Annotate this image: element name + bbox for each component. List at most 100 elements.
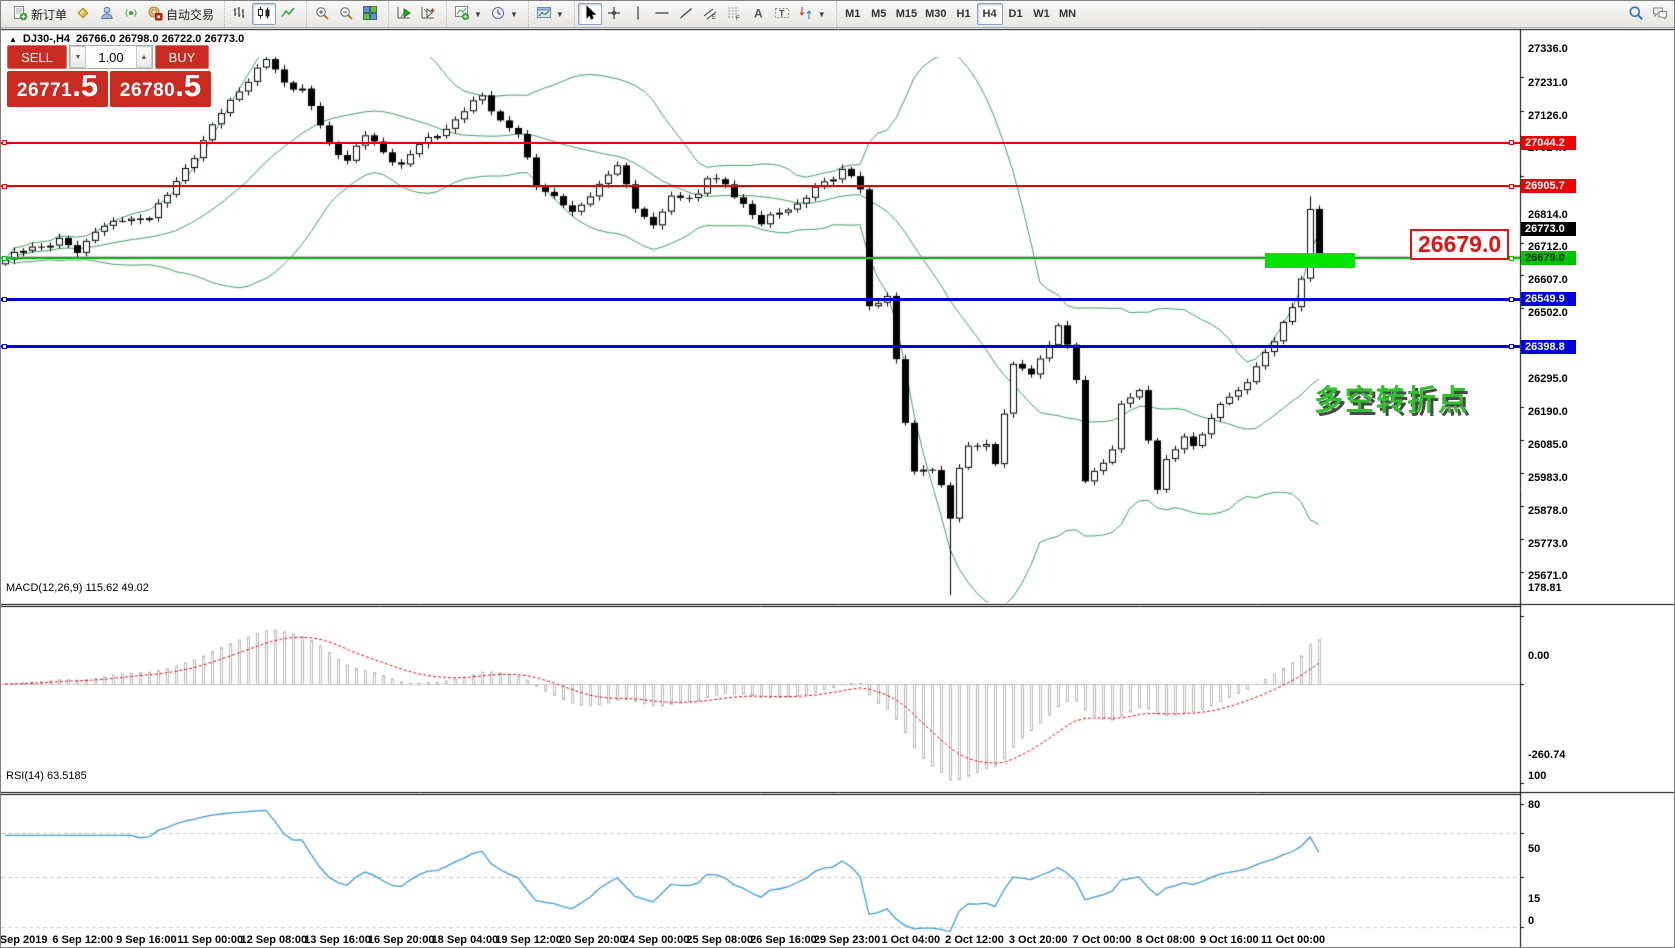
text-icon: A bbox=[750, 5, 766, 24]
price-axis-tick: 25983.0 bbox=[1528, 471, 1568, 484]
price-level-badge: 27044.2 bbox=[1521, 135, 1576, 150]
auto-scroll-icon bbox=[396, 5, 412, 24]
fibonacci-button[interactable]: F bbox=[722, 3, 746, 25]
toolbar-group: ▼ ▼ bbox=[446, 1, 525, 27]
bar-chart-icon bbox=[232, 5, 248, 24]
auto-scroll-button[interactable] bbox=[392, 3, 416, 25]
tile-windows-button[interactable] bbox=[358, 3, 382, 25]
time-axis-label: 25 Sep 08:00 bbox=[686, 934, 754, 946]
search-button[interactable] bbox=[1624, 3, 1648, 25]
toolbar-group bbox=[306, 1, 385, 27]
macd-axis-tick: -260.74 bbox=[1528, 749, 1566, 762]
line-anchor-marker bbox=[1509, 183, 1514, 189]
cursor-button[interactable] bbox=[577, 3, 602, 25]
zoom-out-button[interactable] bbox=[334, 3, 358, 25]
styler-button[interactable] bbox=[71, 3, 95, 25]
templates-button[interactable]: ▼ bbox=[532, 3, 568, 25]
line-chart-icon bbox=[280, 5, 296, 24]
vline-button[interactable] bbox=[626, 3, 650, 25]
time-axis-label: 24 Sep 00:00 bbox=[622, 934, 690, 946]
tile-windows-icon bbox=[362, 5, 378, 24]
time-axis-label: 16 Sep 20:00 bbox=[367, 934, 435, 946]
zoom-in-button[interactable] bbox=[310, 3, 334, 25]
horizontal-line-object-resistance[interactable] bbox=[1, 141, 1520, 144]
timeframe-m30-button[interactable]: M30 bbox=[921, 3, 950, 25]
volume-up-button[interactable]: ▲ bbox=[136, 46, 152, 68]
indicators-button[interactable]: ▼ bbox=[450, 3, 486, 25]
horizontal-line-object-pivot[interactable] bbox=[1, 257, 1520, 260]
signals-button[interactable] bbox=[119, 3, 143, 25]
chevron-down-icon: ▼ bbox=[817, 9, 826, 19]
text-label-icon: T bbox=[774, 5, 790, 24]
toolbar: 新订单 自动交易 ▼ ▼ ▼ E F A T ▼ M1 M5 M15 M30 H1 H4 D1 W1 MN bbox=[1, 1, 1674, 28]
chinese-annotation-text[interactable]: 多空转折点 bbox=[1314, 385, 1470, 417]
hline-button[interactable] bbox=[650, 3, 674, 25]
timeframe-h4-button[interactable]: H4 bbox=[976, 3, 1003, 25]
crosshair-button[interactable] bbox=[602, 3, 626, 25]
timeframe-h1-button[interactable]: H1 bbox=[951, 3, 977, 25]
text-button[interactable]: A bbox=[746, 3, 770, 25]
price-axis-tick: 26607.0 bbox=[1528, 274, 1568, 287]
volume-value[interactable]: 1.00 bbox=[98, 49, 124, 65]
shapes-button[interactable]: ▼ bbox=[794, 3, 830, 25]
timeframe-mn-button[interactable]: MN bbox=[1055, 3, 1081, 25]
rsi-axis-tick: 80 bbox=[1528, 799, 1541, 811]
price-callout-label[interactable]: 26679.0 bbox=[1410, 229, 1510, 260]
timeframe-d1-button[interactable]: D1 bbox=[1003, 3, 1029, 25]
horizontal-line-object-support[interactable] bbox=[1, 345, 1520, 349]
autotrade-button[interactable]: 自动交易 bbox=[143, 3, 218, 25]
crosshair-icon bbox=[606, 5, 622, 24]
time-axis-label: 18 Sep 04:00 bbox=[431, 934, 499, 946]
macd-values: 115.62 49.02 bbox=[85, 582, 149, 594]
sell-price-button[interactable]: 26771.5 bbox=[7, 70, 108, 107]
channel-button[interactable]: E bbox=[698, 3, 722, 25]
line-anchor-marker bbox=[2, 140, 7, 146]
chart-shift-button[interactable] bbox=[416, 3, 440, 25]
price-axis-tick: 26085.0 bbox=[1528, 439, 1568, 452]
price-level-badge: 26905.7 bbox=[1521, 179, 1576, 194]
highlight-rectangle-object[interactable] bbox=[1265, 252, 1355, 269]
zoom-out-icon bbox=[338, 5, 354, 24]
sell-button[interactable]: SELL bbox=[7, 45, 67, 69]
collapse-panel-icon[interactable]: ▲ bbox=[9, 34, 17, 44]
time-axis-label: 29 Sep 23:00 bbox=[813, 934, 881, 946]
periods-icon bbox=[490, 5, 506, 24]
chat-icon bbox=[1652, 5, 1668, 24]
profile-button[interactable] bbox=[95, 3, 119, 25]
candle-chart-button[interactable] bbox=[252, 3, 277, 25]
toolbar-group: E F A T ▼ bbox=[573, 1, 833, 27]
line-anchor-marker bbox=[2, 183, 7, 189]
new-order-button[interactable]: 新订单 bbox=[8, 3, 71, 25]
line-chart-button[interactable] bbox=[276, 3, 300, 25]
volume-down-button[interactable]: ▼ bbox=[70, 46, 86, 68]
current-price-badge: 26773.0 bbox=[1521, 221, 1576, 236]
rsi-indicator-label: RSI(14) 63.5185 bbox=[6, 770, 87, 782]
timeframe-w1-button[interactable]: W1 bbox=[1029, 3, 1055, 25]
text-label-button[interactable]: T bbox=[770, 3, 794, 25]
price-level-badge: 26398.8 bbox=[1521, 339, 1576, 354]
time-axis-label: 3 Oct 20:00 bbox=[1008, 934, 1068, 946]
buy-price-button[interactable]: 26780.5 bbox=[110, 70, 211, 107]
chat-button[interactable] bbox=[1648, 3, 1672, 25]
timeframe-m5-button[interactable]: M5 bbox=[866, 3, 892, 25]
periods-button[interactable]: ▼ bbox=[486, 3, 522, 25]
templates-icon bbox=[536, 5, 552, 24]
timeframe-m15-button[interactable]: M15 bbox=[892, 3, 921, 25]
one-click-trading-panel: SELL ▼ 1.00 ▲ BUY 26771.5 26780.5 bbox=[7, 45, 211, 107]
time-axis-label: 26 Sep 16:00 bbox=[750, 934, 817, 946]
candle-chart-icon bbox=[256, 5, 272, 24]
bar-chart-button[interactable] bbox=[228, 3, 252, 25]
time-axis-label: 5 Sep 2019 bbox=[0, 934, 48, 946]
trendline-button[interactable] bbox=[674, 3, 698, 25]
rsi-axis-tick: 100 bbox=[1528, 770, 1547, 782]
price-axis-tick: 25773.0 bbox=[1528, 538, 1568, 551]
horizontal-line-object-support[interactable] bbox=[1, 297, 1520, 301]
horizontal-line-object-resistance[interactable] bbox=[1, 185, 1520, 188]
channel-icon: E bbox=[702, 5, 718, 24]
time-axis-label: 12 Sep 08:00 bbox=[240, 934, 308, 946]
buy-button[interactable]: BUY bbox=[155, 45, 209, 69]
timeframe-m1-button[interactable]: M1 bbox=[840, 3, 866, 25]
